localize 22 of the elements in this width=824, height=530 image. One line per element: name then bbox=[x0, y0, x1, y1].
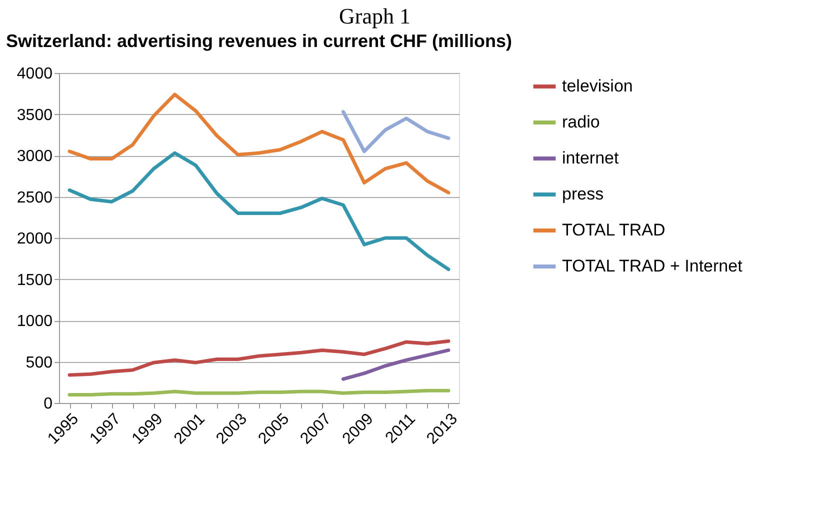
y-tick-label: 4000 bbox=[16, 66, 53, 82]
legend-label: press bbox=[562, 184, 604, 204]
legend-label: radio bbox=[562, 112, 600, 132]
y-tick-label: 2500 bbox=[16, 189, 53, 206]
legend-label: internet bbox=[562, 148, 619, 168]
line-series bbox=[68, 151, 450, 272]
line-series bbox=[341, 110, 450, 154]
y-tick-label: 3000 bbox=[16, 148, 53, 165]
y-tick-label: 0 bbox=[44, 396, 53, 412]
line-series bbox=[68, 339, 450, 377]
line-series bbox=[341, 348, 450, 381]
line-series bbox=[68, 92, 450, 194]
y-tick-label: 1000 bbox=[16, 313, 53, 330]
y-tick-label: 2000 bbox=[16, 230, 53, 248]
legend-label: TOTAL TRAD + Internet bbox=[562, 256, 743, 276]
chart-title: Switzerland: advertising revenues in current CHF (millions) bbox=[6, 31, 512, 51]
legend-label: TOTAL TRAD bbox=[562, 220, 666, 240]
y-tick-label: 3500 bbox=[16, 106, 53, 124]
caption: Graph 1 bbox=[338, 4, 410, 28]
y-tick-label: 500 bbox=[26, 354, 53, 372]
y-tick-label: 1500 bbox=[16, 272, 53, 289]
legend-label: television bbox=[562, 76, 633, 96]
